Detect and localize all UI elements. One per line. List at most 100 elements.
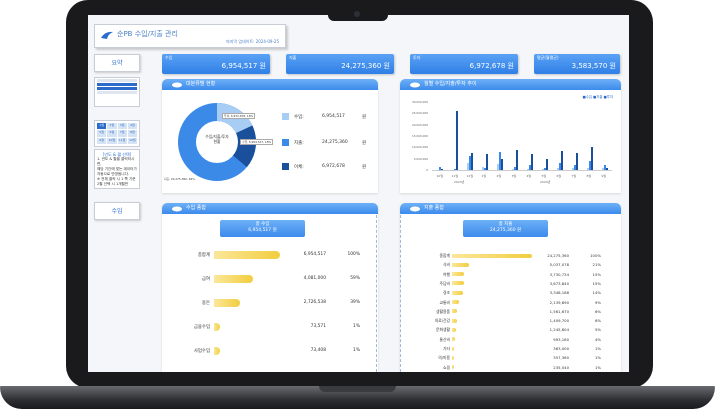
month-cell[interactable]: 11월: [117, 137, 127, 144]
expense-row-label: 쇼핑: [443, 364, 450, 370]
income-nav-button[interactable]: 수입: [94, 202, 140, 220]
bar-수입-6월: [556, 167, 559, 170]
y-tick-label: 5,000,000: [413, 156, 428, 161]
legend-unit: 원: [362, 165, 367, 170]
bar-지출-12월: [468, 156, 471, 170]
expense-row-value: 357,360: [553, 355, 569, 361]
month-cell[interactable]: 1월: [97, 123, 107, 130]
month-cell[interactable]: 10월: [107, 137, 117, 144]
logo-icon: [101, 31, 113, 39]
bar-수입-4월: [526, 168, 529, 170]
month-cell[interactable]: 7월: [117, 130, 127, 137]
x-tick-label: 3월: [511, 174, 517, 178]
bar-수입-10월: [436, 169, 439, 170]
x-tick-label: 1월: [481, 174, 487, 178]
expense-row-label: 문화생활: [436, 327, 450, 333]
bar-지출-4월: [528, 165, 531, 170]
expense-row-pct: 15%: [592, 271, 601, 277]
total-value: 6,954,517 원: [248, 228, 277, 233]
income-row-label: 금융수입: [193, 325, 210, 330]
expense-row-value: 1,409,700: [549, 318, 569, 324]
income-total-box: 총 수입 6,954,517 원: [220, 220, 305, 237]
month-cell[interactable]: 4월: [127, 123, 137, 130]
kpi-value: 6,954,517 원: [221, 62, 266, 70]
bar-투자-7월: [575, 153, 578, 170]
year-label: 2024년: [540, 180, 551, 184]
summary-nav-button[interactable]: 요약: [94, 54, 140, 72]
year-selector[interactable]: [94, 77, 140, 107]
expense-row-pct: 1%: [594, 346, 601, 351]
kpi-label: 지출: [289, 55, 297, 60]
base-notch: [319, 386, 396, 392]
expense-row-label: 교통비: [439, 299, 450, 305]
legend-swatch-income: [282, 113, 289, 120]
expense-row-pct: 6%: [594, 318, 601, 324]
bar-투자-9월: [605, 167, 608, 170]
expense-row-label: 기타: [443, 346, 450, 351]
income-row-pct: 1%: [353, 324, 360, 329]
expense-row-bar: [452, 327, 456, 332]
month-cell[interactable]: 9월: [97, 137, 107, 144]
expense-row-value: 993,160: [553, 336, 569, 342]
income-row-value: 73,408: [310, 348, 326, 353]
bar-plot-area: [432, 103, 612, 171]
cloud-icon: [410, 82, 420, 88]
monthly-panel-header: 월별 수입/지출/투자 추이: [400, 79, 621, 90]
income-row-pct: 100%: [347, 252, 360, 257]
expense-row-bar: [452, 281, 464, 286]
kpi-expense: 지출 24,275,360 원: [286, 54, 394, 74]
expense-row-value: 2,139,890: [549, 299, 569, 305]
month-cell[interactable]: 5월: [97, 130, 107, 137]
expense-row-bar: [452, 346, 454, 351]
category-panel: 대분류별 현황 수입/지출/투자 현황 투자, 6,972,678, 18% 수…: [162, 79, 378, 193]
year-row[interactable]: [97, 91, 137, 94]
bar-지출-5월: [543, 167, 546, 170]
expense-row-pct: 6%: [594, 308, 601, 314]
panel-title: 지출 종합: [424, 205, 444, 211]
x-tick-label: 11월: [451, 174, 459, 178]
year-row-selected[interactable]: [97, 87, 137, 90]
month-cell[interactable]: 3월: [117, 123, 127, 130]
cloud-icon: [410, 206, 420, 212]
page-title: 순PB 수입/지출 관리: [117, 30, 178, 38]
x-tick-label: 12월: [466, 174, 474, 178]
expense-row-value: 363,000: [553, 346, 569, 351]
kpi-label: 투자: [413, 55, 421, 60]
bar-수입-2월: [496, 164, 499, 170]
x-tick-label: 9월: [601, 174, 607, 178]
year-row[interactable]: [97, 79, 137, 82]
expense-row-pct: 14%: [592, 290, 601, 296]
income-row-label: 용돈: [201, 301, 210, 306]
bar-수입-1월: [481, 166, 484, 170]
y-tick-label: 15,000,000: [411, 133, 428, 138]
guide-line: ※ 전체 클릭 시 1 쪽 기준: [97, 177, 136, 181]
guide-line: 1. 년도 & 월을 클릭하시면,: [97, 157, 135, 166]
legend-swatch-expense: [282, 139, 289, 146]
bar-수입-8월: [586, 167, 589, 170]
month-cell[interactable]: 2월: [107, 123, 117, 130]
bar-지출-2월: [498, 151, 501, 170]
panel-title: 대분류별 현황: [186, 81, 216, 87]
income-row-value: 2,726,538: [303, 300, 326, 305]
expense-row-pct: 100%: [590, 253, 601, 258]
legend-value: 24,275,360: [322, 140, 348, 145]
title-box: 순PB 수입/지출 관리 마지막 업데이트: 2024-09-25: [94, 24, 286, 48]
legend-swatch-investment: [282, 163, 289, 170]
month-cell[interactable]: 6월: [107, 130, 117, 137]
bar-지출-10월: [438, 166, 441, 170]
bar-투자-4월: [530, 154, 533, 170]
chart-legend: ■수입 ■지출 ■투자: [582, 95, 613, 99]
bar-투자-1월: [485, 154, 488, 170]
bar-수입-11월: [451, 169, 454, 170]
month-selector[interactable]: 1월 2월 3월 4월 5월 6월 7월 8월 9월 10월 11월 12월: [94, 120, 140, 147]
camera-icon: [354, 11, 360, 17]
income-row-bar: [214, 275, 253, 283]
legend-label: 수입:: [294, 115, 304, 120]
legend-label: 이체:: [294, 165, 304, 170]
year-row-selected[interactable]: [97, 83, 137, 86]
income-row-bar: [214, 299, 240, 307]
divider: [400, 215, 401, 372]
bar-투자-6월: [560, 150, 563, 170]
month-cell[interactable]: 8월: [127, 130, 137, 137]
month-cell[interactable]: 12월: [127, 137, 137, 144]
